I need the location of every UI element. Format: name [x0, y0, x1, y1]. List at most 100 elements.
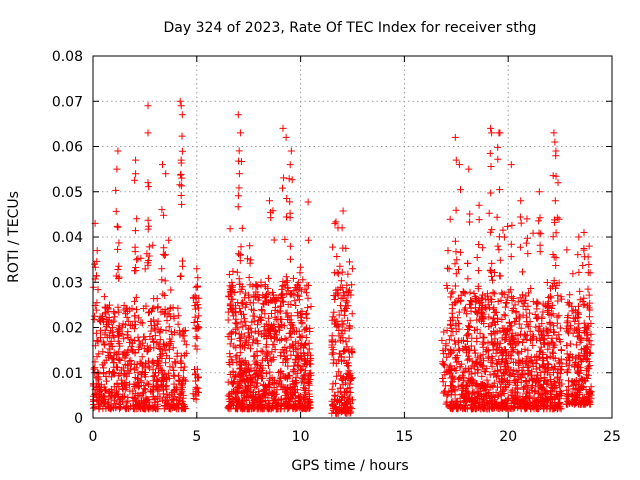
data-point [104, 305, 112, 313]
data-point [283, 195, 291, 202]
data-point [151, 332, 159, 340]
data-point [343, 399, 350, 407]
data-point [282, 356, 290, 364]
data-point [286, 372, 294, 380]
data-point [245, 274, 253, 281]
data-point [305, 380, 313, 388]
data-point [116, 395, 124, 403]
data-point [245, 371, 253, 379]
data-point [298, 402, 306, 409]
data-point [265, 389, 273, 397]
data-point [159, 308, 167, 316]
data-point [452, 270, 460, 278]
data-point [162, 170, 170, 178]
data-point [284, 404, 292, 412]
data-point [164, 369, 172, 377]
data-point [307, 303, 315, 310]
data-point [467, 342, 475, 350]
data-point [543, 360, 551, 368]
data-point [269, 391, 277, 399]
data-point [443, 392, 451, 400]
data-point [160, 340, 167, 348]
data-point [166, 304, 174, 312]
data-point [470, 404, 478, 412]
data-point [556, 399, 564, 406]
data-point [556, 382, 564, 390]
data-point [259, 397, 267, 405]
data-point [535, 217, 543, 225]
data-point [501, 303, 509, 311]
data-point [333, 372, 341, 380]
data-point [467, 307, 475, 315]
data-point [548, 304, 556, 312]
data-point [182, 341, 190, 349]
data-point [301, 360, 309, 368]
data-point [165, 374, 173, 382]
data-point [192, 383, 200, 391]
y-tick-label: 0.08 [52, 49, 83, 65]
data-point [132, 264, 140, 271]
data-point [587, 341, 595, 349]
data-point [149, 366, 157, 374]
data-point [466, 317, 474, 325]
data-point [501, 359, 509, 367]
data-point [236, 288, 244, 296]
data-point [514, 338, 522, 345]
data-point [115, 327, 123, 335]
data-point [244, 291, 252, 299]
data-point [584, 253, 592, 261]
data-point [496, 186, 504, 194]
data-point [487, 359, 495, 367]
data-point [463, 349, 470, 357]
data-point [556, 376, 564, 384]
data-point [538, 331, 545, 339]
data-point [494, 372, 502, 380]
data-point [443, 327, 451, 334]
data-point [451, 282, 459, 290]
data-point [266, 197, 273, 205]
data-point [282, 309, 290, 317]
data-point [474, 285, 482, 293]
y-tick-label: 0.01 [52, 366, 83, 382]
data-point [551, 197, 559, 205]
data-point [149, 241, 157, 249]
data-point [124, 360, 132, 368]
data-point [171, 393, 179, 401]
data-point [240, 388, 248, 396]
data-point [586, 306, 594, 314]
data-point [236, 304, 244, 312]
data-point [337, 384, 344, 392]
data-point [486, 149, 494, 157]
data-point [195, 312, 203, 320]
data-point [280, 174, 288, 182]
data-point [345, 325, 353, 333]
data-point [445, 265, 453, 273]
data-point [340, 311, 348, 319]
data-point [114, 303, 122, 311]
data-point [451, 340, 459, 348]
data-point [193, 334, 201, 342]
data-point [271, 313, 279, 321]
data-point [103, 377, 110, 385]
data-point [236, 399, 243, 407]
data-point [471, 304, 479, 312]
data-point [167, 286, 175, 294]
data-point [129, 347, 137, 355]
data-point [261, 294, 269, 302]
data-point [563, 386, 571, 394]
data-point [252, 293, 259, 301]
data-point [264, 289, 272, 297]
data-point [523, 234, 531, 242]
data-point [298, 365, 306, 373]
data-point [504, 405, 512, 413]
data-point [113, 165, 121, 173]
data-point [544, 364, 552, 372]
data-point [182, 349, 190, 357]
data-point [161, 251, 169, 259]
data-point [237, 299, 245, 307]
data-point [580, 245, 588, 252]
data-point [127, 335, 135, 343]
data-point [447, 293, 455, 301]
data-point [121, 392, 129, 400]
data-point [145, 183, 153, 191]
